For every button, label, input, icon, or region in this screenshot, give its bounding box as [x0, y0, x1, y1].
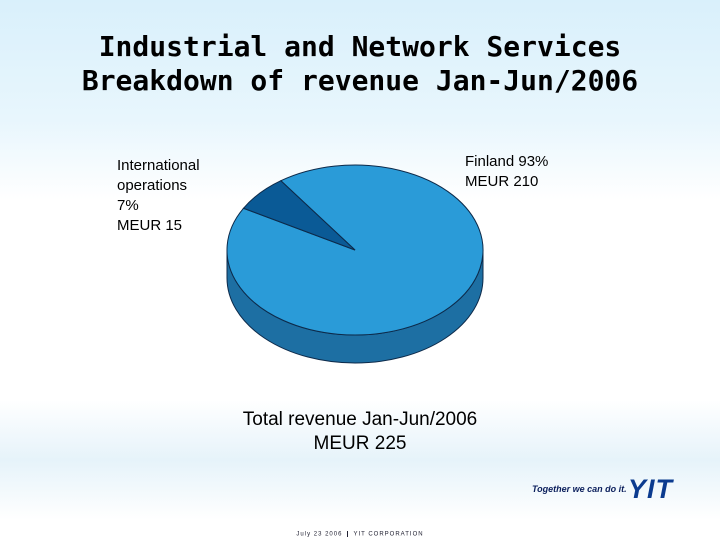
logo-tagline: Together we can do it.	[532, 484, 627, 494]
label-international-line-4: MEUR 15	[117, 217, 183, 234]
footer: July 23 2006 YIT CORPORATION	[0, 531, 720, 538]
label-international: International operations 7% MEUR 15	[117, 156, 257, 236]
label-finland-line-2: MEUR 210	[465, 173, 539, 190]
footer-company: YIT CORPORATION	[353, 531, 424, 538]
label-international-line-1: International	[117, 157, 200, 174]
yit-logo: YIT	[628, 474, 674, 504]
total-revenue: Total revenue Jan-Jun/2006 MEUR 225	[190, 408, 530, 456]
pie-slice-international	[242, 180, 356, 251]
footer-separator	[347, 531, 349, 537]
slide-title: Industrial and Network Services Breakdow…	[0, 30, 720, 98]
label-international-line-3: 7%	[117, 197, 139, 214]
label-finland: Finland 93% MEUR 210	[465, 152, 605, 192]
label-international-line-2: operations	[117, 177, 188, 194]
label-finland-line-1: Finland 93%	[465, 153, 549, 170]
total-revenue-line-2: MEUR 225	[313, 433, 407, 454]
total-revenue-line-1: Total revenue Jan-Jun/2006	[242, 409, 478, 430]
title-line-2: Breakdown of revenue Jan-Jun/2006	[81, 64, 639, 97]
title-line-1: Industrial and Network Services	[98, 30, 622, 63]
footer-date: July 23 2006	[296, 531, 343, 538]
